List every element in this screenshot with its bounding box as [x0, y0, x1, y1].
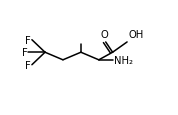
Text: F: F [25, 35, 31, 45]
Text: F: F [22, 48, 27, 58]
Text: O: O [100, 30, 108, 39]
Text: F: F [25, 60, 31, 70]
Text: OH: OH [129, 30, 144, 40]
Text: NH₂: NH₂ [114, 55, 133, 65]
